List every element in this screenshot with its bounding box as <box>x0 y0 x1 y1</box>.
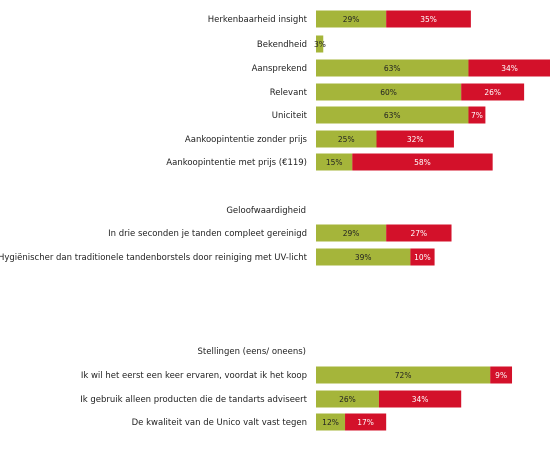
value-label-negative: 34% <box>412 395 429 404</box>
value-label-positive: 15% <box>326 158 343 167</box>
category-label: Ik gebruik alleen producten die de tanda… <box>80 395 307 405</box>
category-label: Herkenbaarheid insight <box>208 15 308 25</box>
bar-negative <box>352 153 493 171</box>
category-label: Bekendheid <box>257 40 307 50</box>
value-label-positive: 63% <box>384 64 401 73</box>
category-label: Hygiënischer dan traditionele tandenbors… <box>0 253 308 263</box>
value-label-negative: 9% <box>495 371 507 380</box>
category-label: De kwaliteit van de Unico valt vast tege… <box>132 418 307 428</box>
category-label: Ik wil het eerst een keer ervaren, voord… <box>81 371 307 381</box>
value-label-negative: 58% <box>414 158 431 167</box>
bar-negative <box>410 248 435 266</box>
bar-positive <box>316 366 491 384</box>
value-label-negative: 7% <box>471 111 483 120</box>
category-label: In drie seconden je tanden compleet gere… <box>108 229 307 239</box>
bar-positive <box>316 59 469 77</box>
bar-negative <box>378 390 462 408</box>
category-label: Aansprekend <box>252 64 307 74</box>
section-title: Stellingen (eens/ oneens) <box>198 347 306 357</box>
value-label-positive: 63% <box>384 111 401 120</box>
value-label-positive: 60% <box>380 88 397 97</box>
bar-positive <box>316 35 324 53</box>
bar-positive <box>316 153 353 171</box>
bar-positive <box>316 10 387 28</box>
bar-positive <box>316 83 462 101</box>
category-label: Aankoopintentie met prijs (€119) <box>166 158 307 168</box>
value-label-negative: 10% <box>414 253 431 262</box>
bar-negative <box>386 10 471 28</box>
bar-negative <box>461 83 525 101</box>
value-label-negative: 32% <box>407 135 424 144</box>
value-label-negative: 34% <box>501 64 518 73</box>
section-title: Geloofwaardigheid <box>226 206 306 216</box>
value-label-negative: 26% <box>484 88 501 97</box>
value-label-negative: 27% <box>411 229 428 238</box>
bar-positive <box>316 224 387 242</box>
value-label-positive: 29% <box>343 229 360 238</box>
value-label-negative: 35% <box>420 15 437 24</box>
value-label-positive: 25% <box>338 135 355 144</box>
value-label-positive: 12% <box>322 418 339 427</box>
category-label: Relevant <box>270 88 308 98</box>
value-label-negative: 17% <box>357 418 374 427</box>
category-label: Uniciteit <box>272 111 308 121</box>
bar-positive <box>316 130 377 148</box>
bar-positive <box>316 390 379 408</box>
bar-positive <box>316 106 469 124</box>
value-label-positive: 3% <box>314 40 326 49</box>
bar-negative <box>386 224 452 242</box>
value-label-positive: 39% <box>355 253 372 262</box>
category-label: Aankoopintentie zonder prijs <box>185 135 308 145</box>
value-label-positive: 26% <box>339 395 356 404</box>
value-label-positive: 72% <box>395 371 412 380</box>
bar-negative <box>345 413 387 431</box>
bar-negative <box>468 106 486 124</box>
bar-positive <box>316 248 411 266</box>
bar-negative <box>490 366 513 384</box>
bar-negative <box>468 59 550 77</box>
bar-positive <box>316 413 346 431</box>
value-label-positive: 29% <box>343 15 360 24</box>
bar-negative <box>376 130 454 148</box>
